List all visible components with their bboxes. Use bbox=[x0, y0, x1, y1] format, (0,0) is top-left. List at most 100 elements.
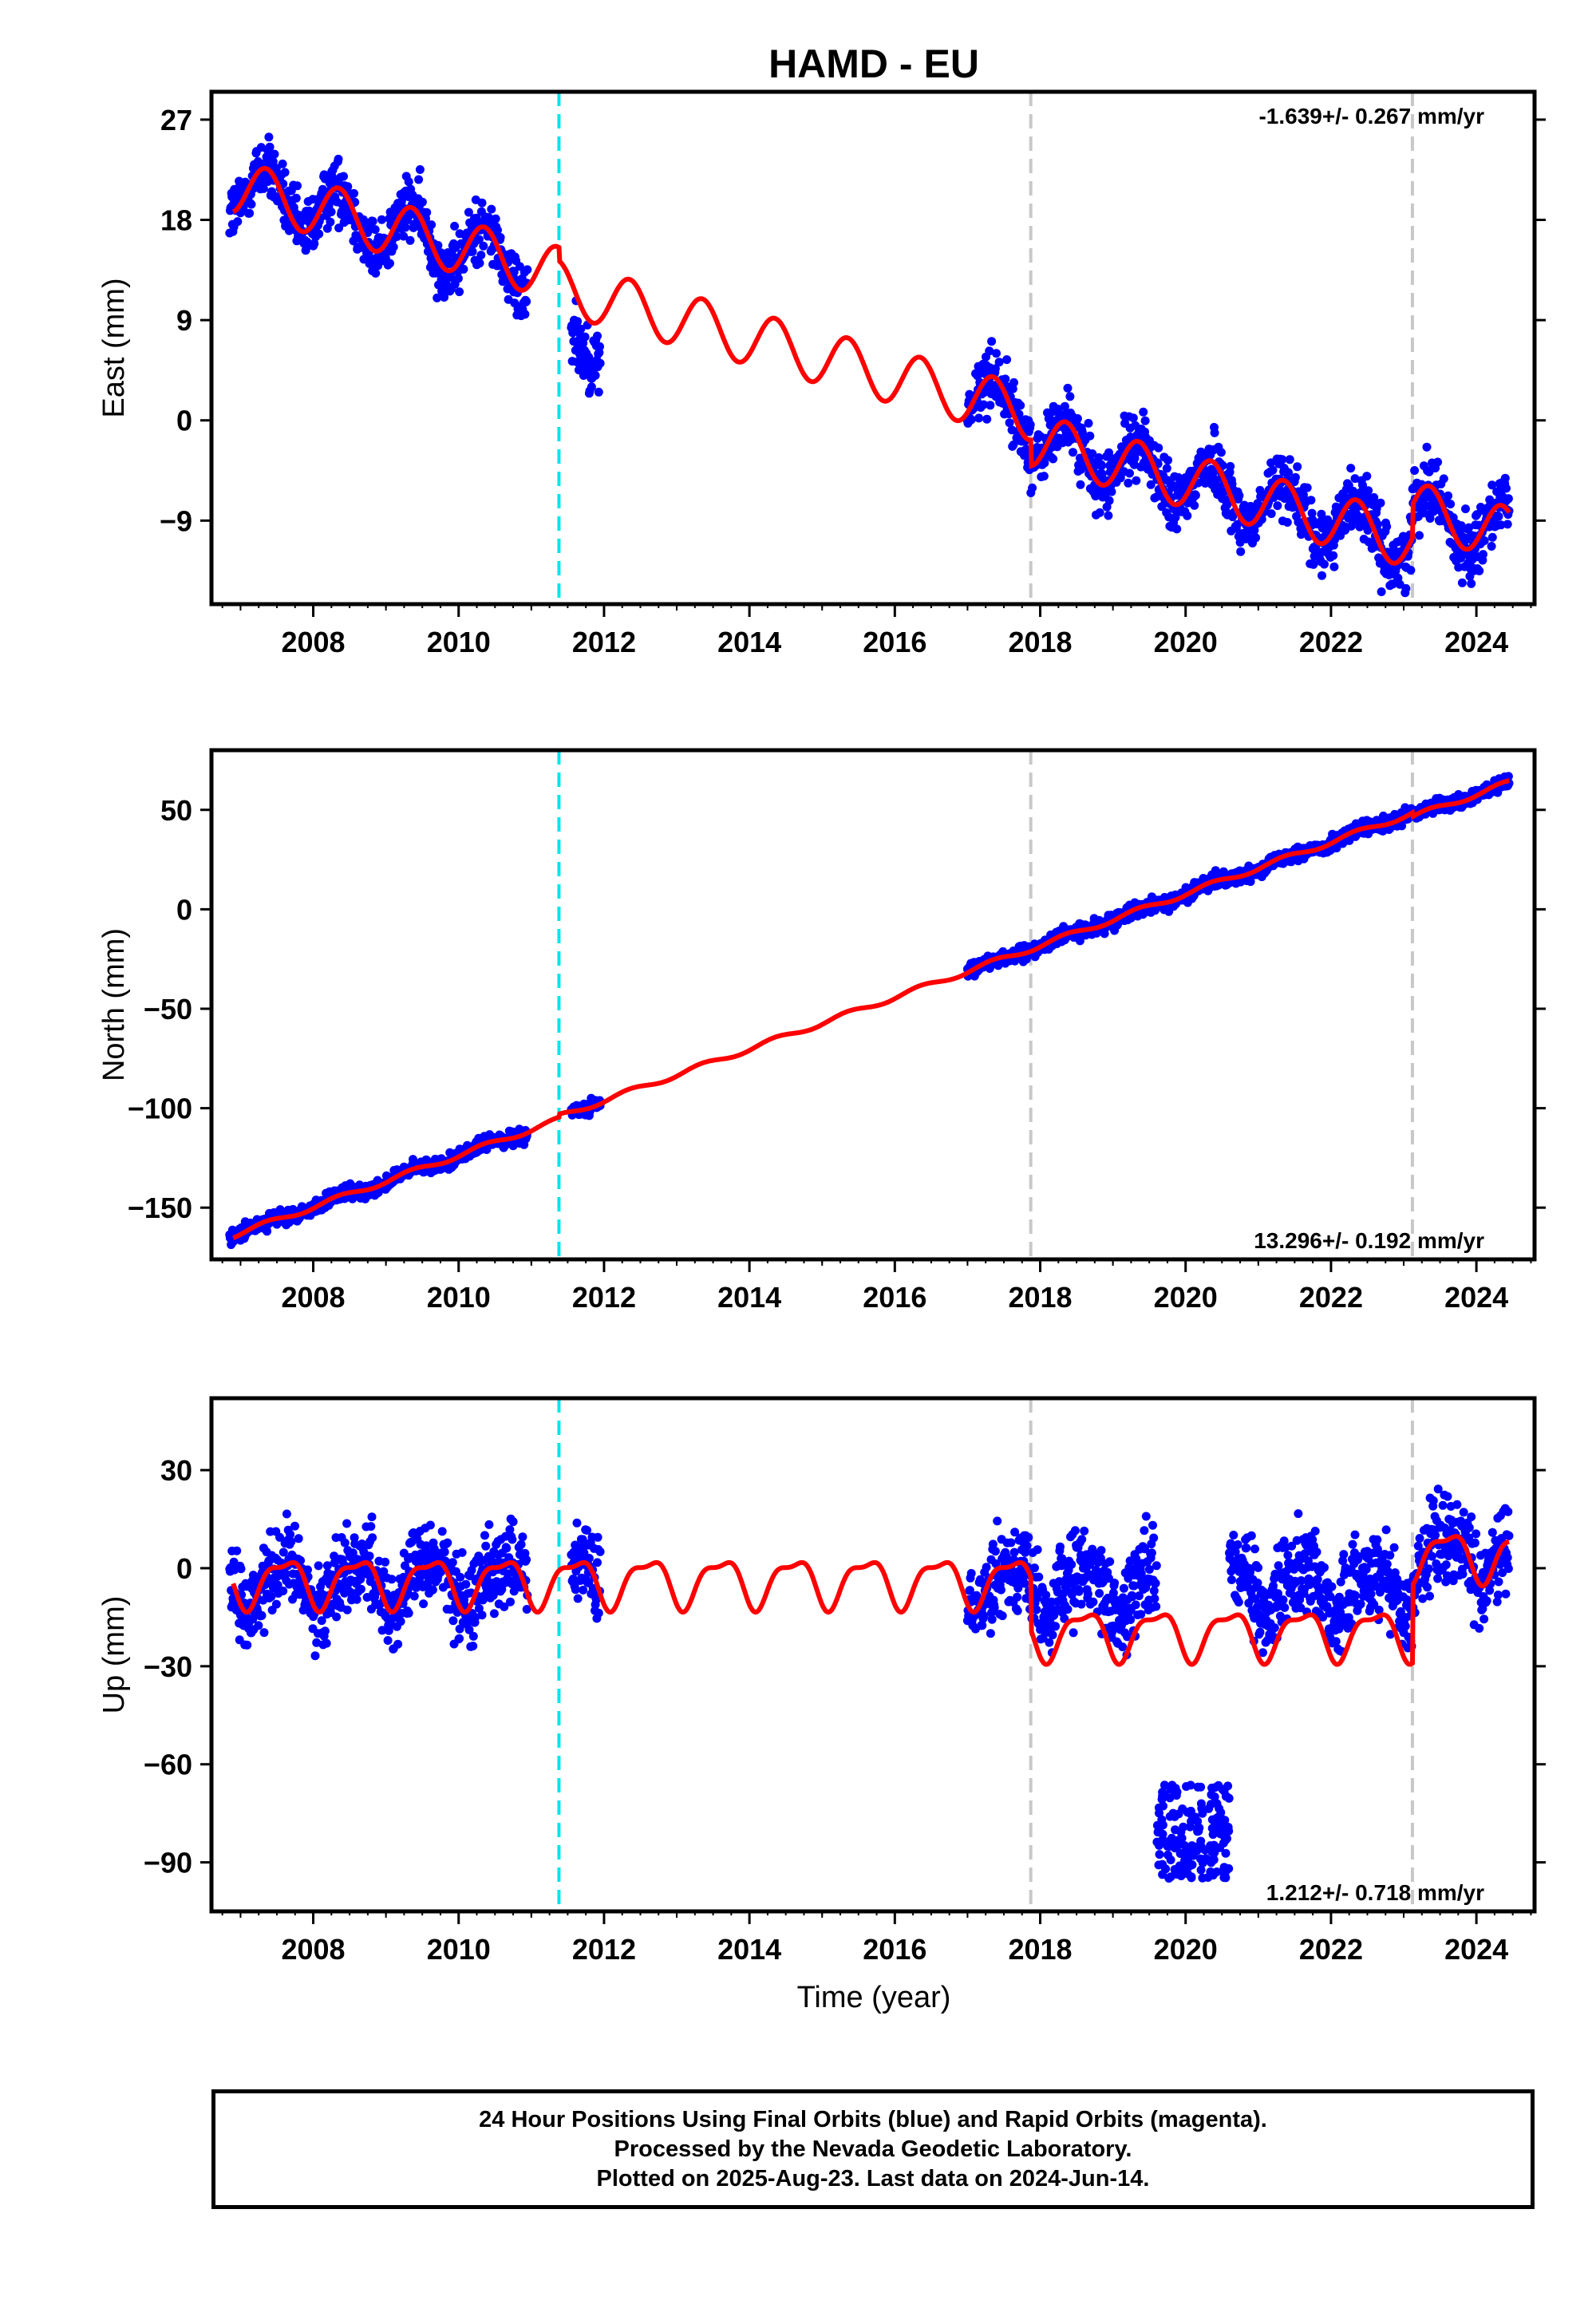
data-point bbox=[480, 1531, 489, 1540]
data-point bbox=[1104, 511, 1113, 520]
data-point bbox=[310, 1651, 320, 1661]
data-point bbox=[1146, 480, 1156, 489]
data-point bbox=[233, 217, 243, 227]
data-point bbox=[1172, 524, 1182, 534]
data-point bbox=[493, 225, 502, 235]
data-point bbox=[1009, 1547, 1019, 1557]
data-point bbox=[509, 267, 519, 277]
data-point bbox=[1235, 491, 1244, 500]
final-orbits-points bbox=[225, 772, 1514, 1250]
data-point bbox=[1069, 448, 1077, 457]
data-point bbox=[987, 337, 997, 346]
data-point bbox=[595, 342, 604, 351]
data-point bbox=[1425, 514, 1435, 523]
data-point bbox=[1034, 1572, 1044, 1582]
data-point bbox=[1457, 578, 1467, 587]
data-point bbox=[459, 264, 468, 274]
data-point bbox=[479, 241, 488, 251]
data-point bbox=[1422, 442, 1432, 452]
data-point bbox=[271, 164, 281, 173]
data-point bbox=[576, 324, 586, 334]
data-point bbox=[591, 370, 600, 380]
data-point bbox=[259, 1628, 269, 1638]
data-point bbox=[366, 1522, 376, 1531]
data-point bbox=[1290, 472, 1300, 482]
data-point bbox=[343, 182, 353, 192]
data-point bbox=[1067, 1559, 1077, 1569]
data-point bbox=[1302, 483, 1312, 492]
data-point bbox=[1040, 458, 1049, 468]
x-tick-label: 2008 bbox=[281, 626, 345, 658]
data-point bbox=[455, 1634, 464, 1643]
data-point bbox=[1105, 1557, 1115, 1567]
data-point bbox=[993, 1516, 1002, 1526]
data-point bbox=[1096, 1546, 1106, 1555]
data-point bbox=[1461, 504, 1470, 514]
data-point bbox=[1415, 531, 1424, 540]
data-point bbox=[1139, 407, 1148, 417]
data-point bbox=[1128, 413, 1138, 423]
data-point bbox=[587, 382, 596, 392]
data-point bbox=[1233, 520, 1242, 529]
data-point bbox=[594, 1608, 603, 1618]
data-point bbox=[310, 239, 319, 248]
data-point bbox=[1088, 1597, 1098, 1607]
data-point bbox=[522, 297, 531, 306]
y-tick-label: 18 bbox=[160, 204, 192, 237]
data-point bbox=[1001, 374, 1010, 384]
data-point bbox=[1487, 532, 1497, 542]
data-point bbox=[1397, 821, 1407, 831]
data-point bbox=[385, 259, 394, 268]
data-point bbox=[1009, 377, 1018, 387]
data-point bbox=[314, 229, 324, 239]
data-point bbox=[437, 1527, 447, 1536]
chart-title: HAMD - EU bbox=[768, 41, 979, 86]
data-point bbox=[1077, 1535, 1087, 1544]
data-point bbox=[1216, 448, 1226, 457]
data-point bbox=[443, 1538, 452, 1547]
data-point bbox=[247, 200, 256, 209]
data-point bbox=[453, 274, 463, 283]
data-point bbox=[580, 332, 590, 342]
data-point bbox=[1446, 500, 1456, 509]
data-point bbox=[1162, 464, 1171, 473]
data-point bbox=[1140, 416, 1150, 425]
rate-annotation: -1.639+/- 0.267 mm/yr bbox=[1258, 104, 1484, 128]
data-point bbox=[1236, 547, 1246, 556]
y-axis-label: North (mm) bbox=[97, 928, 131, 1081]
data-point bbox=[1200, 479, 1210, 488]
data-point bbox=[595, 358, 605, 368]
data-point bbox=[399, 231, 409, 241]
data-point bbox=[456, 1572, 465, 1582]
data-point bbox=[334, 223, 344, 233]
x-tick-label: 2020 bbox=[1154, 626, 1218, 658]
x-tick-label: 2022 bbox=[1299, 1281, 1363, 1314]
data-point bbox=[476, 251, 486, 260]
data-point bbox=[1496, 520, 1506, 530]
data-point bbox=[1070, 1526, 1080, 1535]
data-point bbox=[994, 358, 1004, 367]
data-point bbox=[990, 364, 1000, 373]
data-point bbox=[1020, 1579, 1029, 1588]
data-point bbox=[1110, 1579, 1120, 1587]
data-point bbox=[979, 1611, 989, 1621]
y-tick-label: 0 bbox=[176, 893, 192, 926]
data-point bbox=[1439, 474, 1448, 484]
data-point bbox=[1076, 480, 1085, 489]
data-point bbox=[428, 1585, 437, 1595]
data-point bbox=[1364, 486, 1373, 496]
data-point bbox=[496, 233, 505, 242]
data-point bbox=[1226, 461, 1235, 471]
data-point bbox=[1005, 418, 1014, 428]
data-point bbox=[1063, 1605, 1073, 1614]
x-tick-label: 2010 bbox=[427, 626, 491, 658]
data-point bbox=[523, 265, 532, 275]
data-point bbox=[417, 197, 427, 207]
data-point bbox=[464, 207, 473, 217]
y-tick-label: 50 bbox=[160, 794, 192, 827]
data-point bbox=[405, 235, 415, 245]
